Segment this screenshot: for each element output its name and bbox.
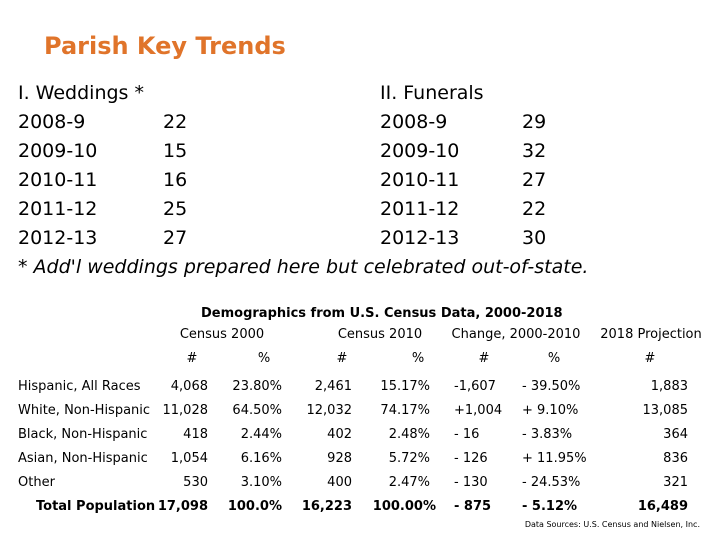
- subheader: %: [411, 351, 425, 366]
- row-label: Black, Non-Hispanic: [18, 427, 148, 442]
- wedding-year: 2012-13: [18, 227, 98, 249]
- census-2010-percent: 2.47%: [388, 475, 430, 490]
- total-projection-count: 16,489: [637, 499, 688, 514]
- change-count: -1,607: [454, 379, 496, 394]
- funeral-year: 2012-13: [380, 227, 460, 249]
- funeral-count: 32: [522, 140, 547, 162]
- group-header: Census 2010: [337, 327, 423, 342]
- census-2000-count: 418: [183, 427, 208, 442]
- wedding-count: 27: [163, 227, 188, 249]
- funeral-count: 30: [522, 227, 547, 249]
- total-census-2010-count: 16,223: [301, 499, 352, 514]
- wedding-count: 15: [163, 140, 188, 162]
- census-2000-percent: 23.80%: [232, 379, 282, 394]
- funeral-count: 27: [522, 169, 547, 191]
- group-header: 2018 Projection: [600, 327, 702, 342]
- group-header: Change, 2000-2010: [451, 327, 581, 342]
- census-2010-count: 402: [327, 427, 352, 442]
- funeral-year: 2008-9: [380, 111, 448, 133]
- funeral-count: 29: [522, 111, 547, 133]
- census-2000-count: 530: [183, 475, 208, 490]
- weddings-footnote: * Add'l weddings prepared here but celeb…: [18, 256, 589, 278]
- projection-count: 13,085: [642, 403, 689, 418]
- census-2010-count: 400: [327, 475, 352, 490]
- projection-count: 836: [663, 451, 688, 466]
- change-percent: + 9.10%: [522, 403, 579, 418]
- census-2000-percent: 6.16%: [240, 451, 282, 466]
- change-percent: - 24.53%: [522, 475, 581, 490]
- total-census-2000-count: 17,098: [157, 499, 208, 514]
- change-count: - 16: [454, 427, 480, 442]
- subheader: %: [547, 351, 561, 366]
- funeral-year: 2009-10: [380, 140, 460, 162]
- wedding-count: 22: [163, 111, 188, 133]
- total-label: Total Population: [36, 499, 156, 514]
- subheader: #: [336, 351, 348, 366]
- wedding-year: 2009-10: [18, 140, 98, 162]
- census-2010-count: 928: [327, 451, 352, 466]
- data-source-note: Data Sources: U.S. Census and Nielsen, I…: [524, 520, 700, 529]
- funeral-year: 2011-12: [380, 198, 460, 220]
- row-label: Other: [18, 475, 55, 490]
- row-label: Asian, Non-Hispanic: [18, 451, 148, 466]
- total-change-count: - 875: [454, 499, 492, 514]
- projection-count: 1,883: [650, 379, 688, 394]
- wedding-year: 2008-9: [18, 111, 86, 133]
- census-2000-count: 11,028: [162, 403, 209, 418]
- change-count: +1,004: [454, 403, 503, 418]
- census-2000-percent: 3.10%: [240, 475, 282, 490]
- census-2000-percent: 64.50%: [232, 403, 282, 418]
- demographics-title: Demographics from U.S. Census Data, 2000…: [201, 306, 563, 321]
- census-2010-count: 12,032: [306, 403, 353, 418]
- census-2010-percent: 74.17%: [380, 403, 430, 418]
- funerals-heading: II. Funerals: [380, 82, 484, 104]
- subheader: %: [257, 351, 271, 366]
- wedding-count: 25: [163, 198, 188, 220]
- funeral-count: 22: [522, 198, 547, 220]
- change-count: - 130: [454, 475, 488, 490]
- subheader: #: [644, 351, 656, 366]
- change-percent: - 39.50%: [522, 379, 581, 394]
- census-2000-percent: 2.44%: [240, 427, 282, 442]
- change-count: - 126: [454, 451, 488, 466]
- wedding-year: 2011-12: [18, 198, 98, 220]
- total-change-percent: - 5.12%: [522, 499, 578, 514]
- wedding-year: 2010-11: [18, 169, 98, 191]
- change-percent: + 11.95%: [522, 451, 587, 466]
- wedding-count: 16: [163, 169, 188, 191]
- subheader: #: [186, 351, 198, 366]
- row-label: White, Non-Hispanic: [18, 403, 151, 418]
- row-label: Hispanic, All Races: [18, 379, 141, 394]
- projection-count: 364: [663, 427, 688, 442]
- weddings-heading: I. Weddings *: [18, 82, 144, 104]
- total-census-2010-percent: 100.00%: [372, 499, 436, 514]
- census-2000-count: 4,068: [170, 379, 208, 394]
- page-title: Parish Key Trends: [44, 32, 286, 60]
- total-census-2000-percent: 100.0%: [227, 499, 282, 514]
- projection-count: 321: [663, 475, 688, 490]
- funeral-year: 2010-11: [380, 169, 460, 191]
- census-2010-count: 2,461: [314, 379, 352, 394]
- census-2010-percent: 2.48%: [388, 427, 430, 442]
- subheader: #: [478, 351, 490, 366]
- census-2000-count: 1,054: [170, 451, 208, 466]
- census-2010-percent: 15.17%: [380, 379, 430, 394]
- census-2010-percent: 5.72%: [388, 451, 430, 466]
- change-percent: - 3.83%: [522, 427, 573, 442]
- group-header: Census 2000: [179, 327, 265, 342]
